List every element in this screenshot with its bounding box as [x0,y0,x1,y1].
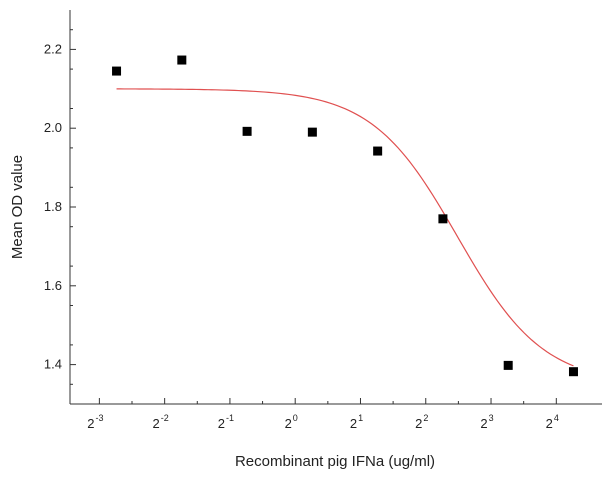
data-point [503,360,513,370]
ticks: 1.4 1.6 1.8 2.0 2.2 2-3 2-2 2-1 20 21 22 23 24 [44,29,559,431]
x-axis-title: Recombinant pig IFNa (ug/ml) [235,453,435,470]
data-points [112,55,578,377]
x-tick-label: 2-2 [153,413,169,431]
data-point [242,126,252,136]
y-axis-title: Mean OD value [9,155,26,259]
data-point [177,55,187,65]
x-tick-label: 2-1 [218,413,234,431]
y-tick-label: 1.8 [44,199,62,214]
y-tick-label: 2.2 [44,41,62,56]
x-tick-label: 24 [546,413,559,431]
data-point [438,214,448,224]
x-tick-label: 22 [415,413,428,431]
data-point [112,66,122,76]
x-tick-label: 2-3 [87,413,103,431]
data-point [568,367,578,377]
y-tick-label: 1.4 [44,357,62,372]
fit-curve [116,88,574,367]
axes [69,10,602,405]
data-point [307,127,317,137]
x-tick-label: 20 [285,413,298,431]
y-tick-label: 1.6 [44,278,62,293]
x-tick-label: 21 [350,413,363,431]
y-tick-label: 2.0 [44,120,62,135]
x-tick-label: 23 [480,413,493,431]
data-point [373,146,383,156]
